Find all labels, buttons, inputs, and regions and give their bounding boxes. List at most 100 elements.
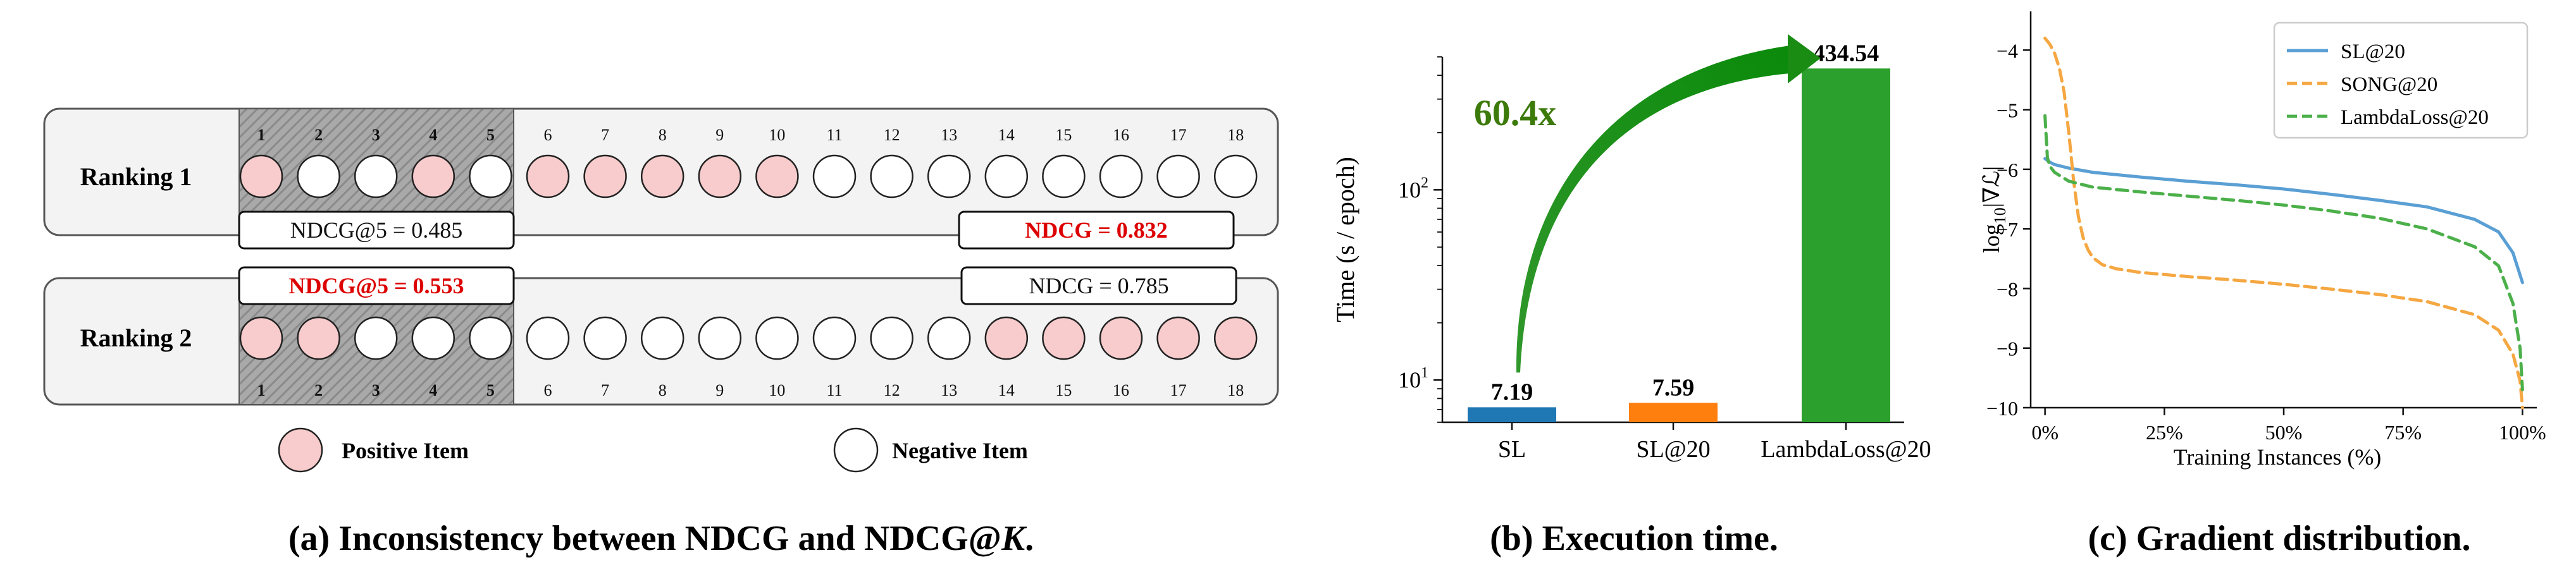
panel-a: Ranking 1 1 2 3 4 5 6 7 8 9 10 11 12 13 14 15 16 17 18 ND… <box>43 107 1279 558</box>
panel-b: 101 102 7.19 SL 7.59 SL@20 434.54 LambdaLoss@2… <box>1331 34 1931 558</box>
position-label: 7 <box>601 126 609 144</box>
ranking-2-label: Ranking 2 <box>80 324 192 352</box>
item-circle-16 <box>1099 316 1143 360</box>
legend-label-2: SONG@20 <box>2341 73 2437 96</box>
x-tick-label: 100% <box>2499 421 2546 444</box>
legend-negative-marker <box>833 427 879 473</box>
ranking-2-row: Ranking 2 1 2 3 4 5 6 7 8 9 10 11 12 13 14 15 16 17 18 ND… <box>43 266 1279 406</box>
series-line-2 <box>2043 36 2524 410</box>
ranking-1-ndcg: NDCG = 0.832 <box>1025 217 1168 243</box>
item-circle-7 <box>583 316 627 360</box>
position-label: 17 <box>1170 381 1187 399</box>
position-label: 5 <box>486 126 495 144</box>
y-tick-label: −7 <box>1997 218 2018 241</box>
position-label: 4 <box>429 381 437 399</box>
x-tick-label: LambdaLoss@20 <box>1761 436 1931 463</box>
item-circle-10 <box>755 316 799 360</box>
position-label: 1 <box>257 381 266 399</box>
gradient-lines <box>2043 36 2524 410</box>
panel-b-caption: (b) Execution time. <box>1490 519 1778 558</box>
position-label: 4 <box>429 126 437 144</box>
item-circle-16 <box>1099 154 1143 198</box>
ranking-2-ndcg-box: NDCG = 0.785 <box>960 266 1237 305</box>
ranking-1-ndcg-box: NDCG = 0.832 <box>958 210 1235 250</box>
item-circle-11 <box>812 316 857 360</box>
position-label: 13 <box>941 381 957 399</box>
item-circle-8 <box>640 154 684 198</box>
y-tick-label: −10 <box>1986 397 2018 420</box>
ranking-2-ndcg-at-k-box: NDCG@5 = 0.553 <box>238 266 515 305</box>
item-circle-6 <box>526 154 570 198</box>
ranking-2-ndcg: NDCG = 0.785 <box>1029 273 1168 298</box>
position-label: 5 <box>486 381 495 399</box>
item-circle-14 <box>984 154 1029 198</box>
position-label: 9 <box>715 126 724 144</box>
item-circle-9 <box>698 316 742 360</box>
position-label: 13 <box>941 126 957 144</box>
position-label: 15 <box>1055 126 1072 144</box>
y-tick-label: −9 <box>1997 338 2018 360</box>
gradient-ylabel: log10|∇ℒ| <box>1979 166 2009 253</box>
item-circle-9 <box>698 154 742 198</box>
item-circle-12 <box>870 154 913 198</box>
arrow-body <box>1516 46 1790 373</box>
gradient-axes: −10 −9 −8 −7 −6 −5 −4 0% 25% 50% 75% 100% <box>1986 11 2546 444</box>
position-label: 6 <box>544 381 552 399</box>
y-tick-label: −4 <box>1997 39 2018 62</box>
item-circle-17 <box>1156 316 1200 360</box>
position-label: 14 <box>998 381 1015 399</box>
position-label: 18 <box>1227 126 1244 144</box>
speedup-arrow <box>1516 34 1821 373</box>
item-circle-12 <box>870 316 913 360</box>
item-circle-1 <box>239 316 283 360</box>
position-label: 1 <box>257 126 266 144</box>
item-circle-2 <box>297 154 340 198</box>
item-circle-13 <box>927 154 971 198</box>
x-tick-label: 75% <box>2384 421 2422 444</box>
y-tick-label: −5 <box>1997 99 2018 122</box>
panel-a-caption: (a) Inconsistency between NDCG and NDCG@… <box>288 519 1034 558</box>
position-label: 10 <box>769 126 785 144</box>
position-label: 8 <box>659 126 667 144</box>
ranking-2-ndcg-at-k: NDCG@5 = 0.553 <box>289 273 464 298</box>
legend-negative-label: Negative Item <box>892 438 1028 463</box>
item-circle-6 <box>526 316 570 360</box>
item-circle-14 <box>984 316 1029 360</box>
position-label: 6 <box>544 126 552 144</box>
position-label: 12 <box>884 381 900 399</box>
position-label: 2 <box>314 126 323 144</box>
series-line-3 <box>2043 114 2524 392</box>
item-circle-1 <box>239 154 283 198</box>
legend-label-1: SL@20 <box>2341 40 2405 63</box>
position-label: 9 <box>715 381 724 399</box>
x-tick-label: 50% <box>2265 421 2303 444</box>
panel-a-legend: Positive Item Negative Item <box>278 427 1028 473</box>
item-circle-5 <box>469 154 512 198</box>
item-circle-3 <box>354 316 398 360</box>
position-label: 12 <box>884 126 900 144</box>
y-tick-label: 102 <box>1398 174 1428 202</box>
item-circle-18 <box>1213 154 1258 198</box>
bar-value-label: 7.59 <box>1652 374 1695 401</box>
position-label: 10 <box>769 381 785 399</box>
item-circle-7 <box>583 154 627 198</box>
item-circle-13 <box>927 316 971 360</box>
panel-c: −10 −9 −8 −7 −6 −5 −4 0% 25% 50% 75% 100% SL@20 SONG… <box>1979 11 2546 558</box>
position-label: 11 <box>826 126 842 144</box>
position-label: 14 <box>998 126 1015 144</box>
item-circle-15 <box>1042 316 1086 360</box>
item-circle-10 <box>755 154 799 198</box>
position-label: 15 <box>1055 381 1072 399</box>
panel-c-caption: (c) Gradient distribution. <box>2088 519 2470 558</box>
speedup-annotation: 60.4x <box>1474 92 1557 133</box>
position-label: 8 <box>659 381 667 399</box>
x-tick-label: 25% <box>2146 421 2183 444</box>
legend-positive-label: Positive Item <box>342 438 469 463</box>
legend-positive-marker <box>278 427 323 473</box>
ranking-1-ndcg-at-k-box: NDCG@5 = 0.485 <box>238 210 515 250</box>
bar-value-label: 434.54 <box>1813 40 1879 66</box>
arrow-head <box>1788 34 1821 83</box>
position-label: 3 <box>372 381 380 399</box>
position-label: 7 <box>601 381 609 399</box>
